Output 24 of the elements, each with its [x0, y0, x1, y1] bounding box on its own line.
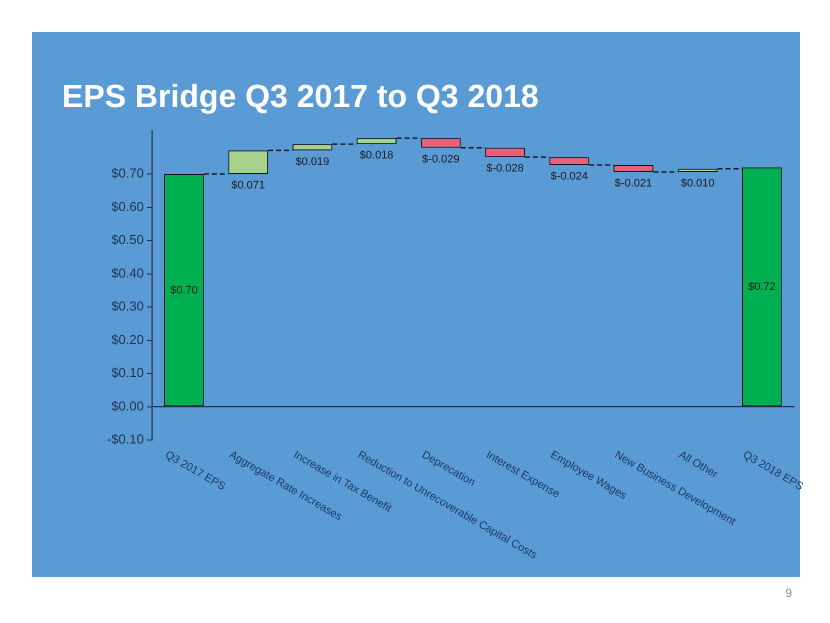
x-tick-label: All Other: [676, 448, 720, 481]
data-label: $0.018: [360, 150, 394, 162]
chart-title: EPS Bridge Q3 2017 to Q3 2018: [62, 78, 539, 115]
y-tick-label: $0.00: [111, 398, 144, 414]
y-tick-label: $0.20: [111, 332, 144, 347]
data-label: $0.010: [680, 178, 715, 190]
data-label: $-0.028: [486, 162, 524, 175]
y-tick-label: -$0.10: [106, 432, 144, 447]
y-tick-label: $0.40: [111, 265, 144, 280]
data-label: $0.019: [296, 156, 330, 168]
data-label: $0.70: [170, 284, 198, 296]
y-tick-label: $0.70: [111, 166, 144, 181]
data-label: $0.071: [231, 180, 266, 192]
text: 9: [785, 586, 792, 600]
data-label: $-0.029: [422, 153, 460, 166]
x-tick-label: Q3 2017 EPS: [162, 448, 228, 493]
data-label: $-0.021: [614, 178, 652, 190]
y-tick-label: $0.10: [111, 365, 144, 380]
data-label: $0.72: [748, 281, 776, 294]
y-tick-label: $0.30: [111, 298, 144, 314]
x-tick-label: Q3 2018 EPS: [740, 448, 806, 493]
y-tick-label: $0.60: [111, 198, 144, 214]
data-label: $-0.024: [550, 170, 588, 183]
y-tick-label: $0.50: [111, 232, 144, 248]
